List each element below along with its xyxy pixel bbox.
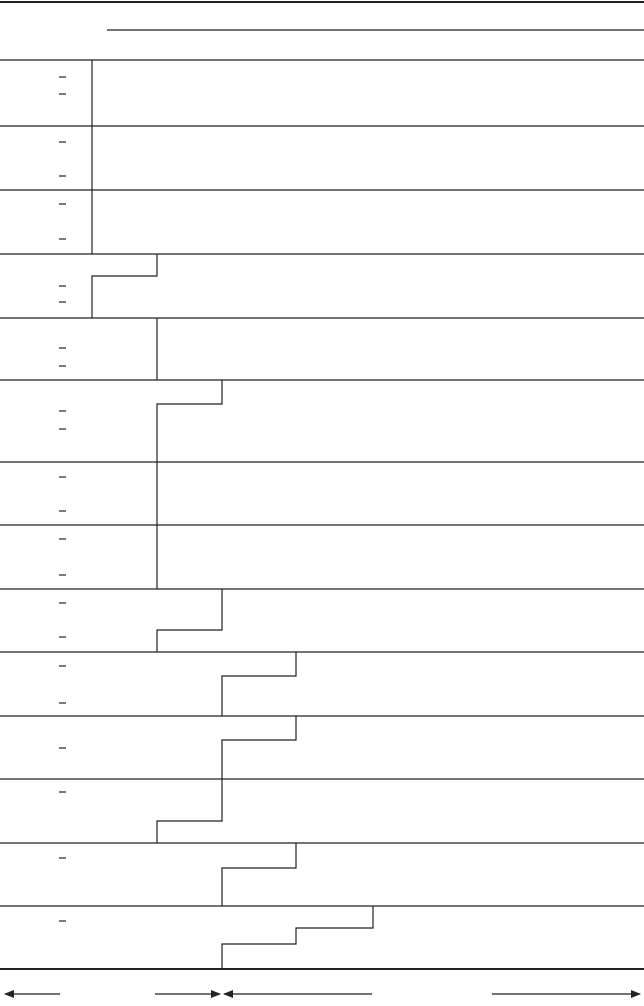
- step-lines: [91, 60, 374, 969]
- frame: [0, 1, 644, 970]
- row-dashes: [59, 76, 66, 922]
